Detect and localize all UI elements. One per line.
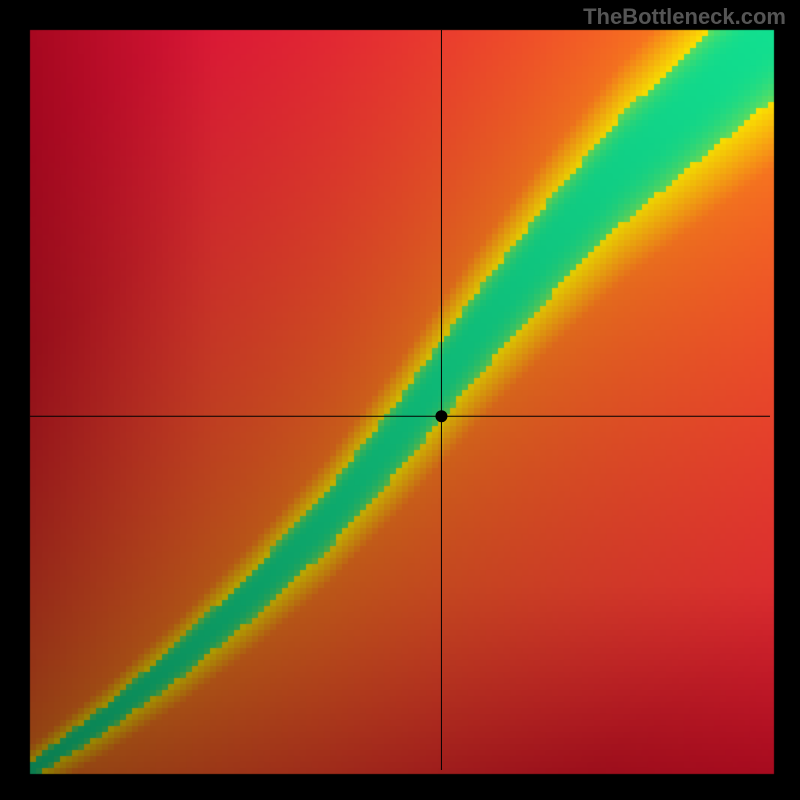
watermark-text: TheBottleneck.com bbox=[583, 4, 786, 30]
bottleneck-heatmap bbox=[0, 0, 800, 800]
chart-container: { "watermark": "TheBottleneck.com", "wat… bbox=[0, 0, 800, 800]
